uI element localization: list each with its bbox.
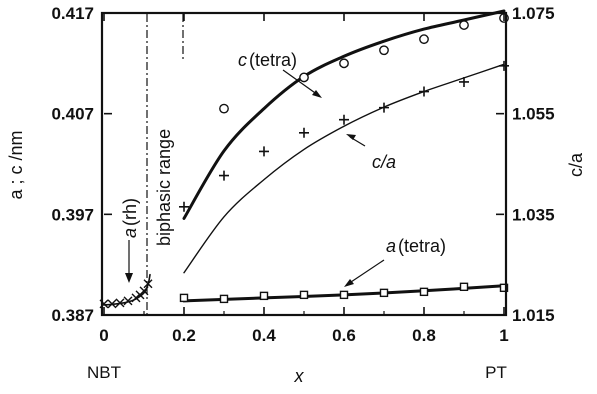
arrow-head-a-tetra — [344, 279, 354, 287]
y-right-tick-label: 1.015 — [512, 306, 555, 325]
x-axis-title: x — [294, 366, 305, 386]
data-point-a-tetra — [219, 294, 229, 304]
annotation-a-rh: a(rh) — [120, 198, 140, 238]
data-point-c-a — [459, 76, 469, 87]
annotation-c-tetra: c (tetra) — [238, 50, 297, 70]
data-point-c-tetra — [339, 58, 349, 69]
tick-labels: 0 0.2 0.4 0.6 0.8 1 0.387 0.397 0.407 0.417 1.015 1… — [51, 4, 554, 345]
x-tick-label: 1 — [499, 326, 508, 345]
annotation-a-tetra: a (tetra) — [386, 236, 446, 256]
data-point-c-tetra — [459, 20, 469, 30]
data-point-c-tetra — [419, 34, 429, 45]
data-point-a-tetra — [419, 287, 429, 297]
x-tick-label: 0.2 — [172, 326, 196, 345]
annotation-arrow-a-tetra — [347, 259, 385, 285]
data-point-c-a — [499, 60, 509, 71]
annotation-arrow-c-tetra — [282, 69, 319, 96]
data-point-a-rh — [115, 298, 125, 308]
y-right-tick-label: 1.055 — [512, 105, 555, 124]
end-label-nbt: NBT — [87, 363, 121, 382]
fit-line-a-rh — [103, 273, 151, 306]
y-axis-title-left: a ; c /nm — [6, 130, 26, 199]
data-point-c-a — [179, 201, 189, 212]
data-point-a-rh — [123, 296, 133, 306]
data-point-c-a — [379, 102, 389, 113]
fit-line-c-a — [183, 63, 505, 274]
y-left-tick-label: 0.397 — [51, 205, 94, 224]
end-label-pt: PT — [485, 363, 507, 382]
data-point-a-tetra — [179, 293, 189, 303]
data-point-c-a — [339, 114, 349, 125]
y-right-tick-label: 1.035 — [512, 205, 555, 224]
x-tick-label: 0.8 — [412, 326, 436, 345]
data-point-a-tetra — [259, 291, 269, 301]
data-point-a-tetra — [339, 290, 349, 300]
data-point-c-tetra — [299, 72, 309, 83]
x-tick-label: 0.6 — [332, 326, 356, 345]
data-point-c-a — [419, 86, 429, 97]
y-left-tick-label: 0.417 — [51, 4, 94, 23]
y-right-tick-label: 1.075 — [512, 4, 555, 23]
data-point-c-a — [219, 170, 229, 181]
annotation-c-over-a: c/a — [372, 152, 396, 172]
data-point-c-a — [259, 146, 269, 157]
x-tick-label: 0 — [99, 326, 108, 345]
arrow-head-c-tetra — [312, 90, 322, 98]
data-point-c-a — [299, 127, 309, 138]
data-point-a-tetra — [299, 290, 309, 300]
data-point-a-rh — [107, 299, 117, 309]
x-tick-label: 0.4 — [252, 326, 276, 345]
y-left-tick-label: 0.407 — [51, 105, 94, 124]
data-point-a-tetra — [379, 288, 389, 298]
data-point-a-tetra — [459, 282, 469, 292]
axis-ticks — [103, 12, 505, 316]
y-axis-title-right: c/a — [566, 152, 586, 177]
arrow-head-a-rh — [125, 273, 133, 283]
arrow-head-c-over-a — [346, 134, 356, 140]
fit-line-c-tetra — [182, 9, 506, 220]
data-point-c-tetra — [219, 103, 229, 114]
data-point-a-tetra — [499, 283, 509, 293]
data-point-a-rh — [143, 279, 153, 289]
data-point-c-tetra — [379, 45, 389, 56]
y-left-tick-label: 0.387 — [51, 306, 94, 325]
biphasic-range-label: biphasic range — [154, 129, 174, 246]
